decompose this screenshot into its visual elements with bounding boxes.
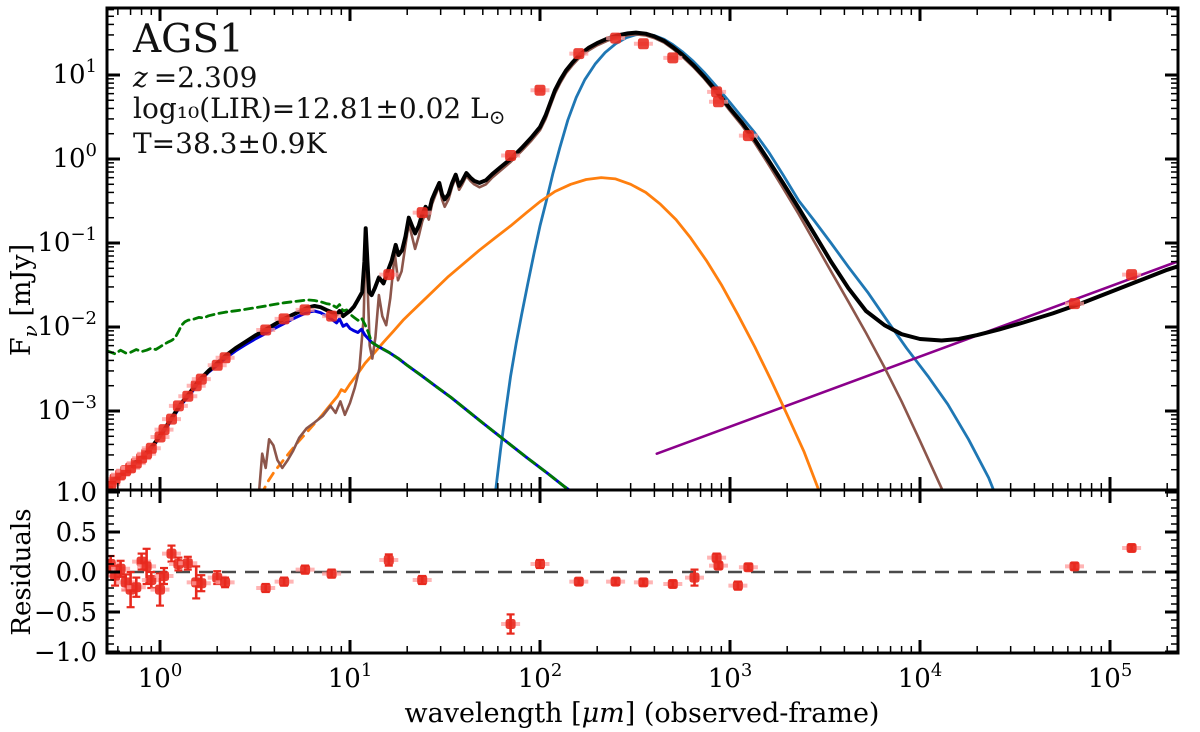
svg-text:101: 101 <box>52 56 97 90</box>
data-point <box>278 313 290 325</box>
residual-point <box>711 552 722 563</box>
residual-point <box>212 572 223 583</box>
residual-point <box>141 561 152 572</box>
curve-agn-solid <box>319 176 821 490</box>
residual-point <box>300 564 311 575</box>
data-point <box>505 150 517 161</box>
data-point <box>573 48 585 60</box>
residual-point <box>326 568 337 579</box>
data-point <box>158 424 170 436</box>
data-point <box>610 32 622 44</box>
data-point <box>195 373 207 385</box>
residual-point <box>260 583 271 593</box>
residual-point <box>1126 543 1137 553</box>
svg-text:1.0: 1.0 <box>56 478 97 508</box>
svg-text:0.5: 0.5 <box>56 518 97 548</box>
residual-point <box>417 575 428 585</box>
svg-text:0.0: 0.0 <box>56 558 97 588</box>
residual-point <box>1069 561 1080 572</box>
data-point <box>260 324 272 336</box>
redshift-symbol: z <box>133 60 148 94</box>
redshift-line: z =2.309 <box>133 60 505 94</box>
svg-text:10−3: 10−3 <box>37 392 97 426</box>
data-point <box>1126 269 1138 281</box>
curve-stellar-unattenuated-dashed <box>107 298 572 490</box>
data-point <box>742 130 754 142</box>
data-point <box>182 390 194 402</box>
svg-text:−1.0: −1.0 <box>34 638 97 668</box>
data-point <box>299 304 311 316</box>
residual-point <box>220 577 231 588</box>
data-point <box>711 86 723 98</box>
lir-text: log₁₀(LIR)=12.81±0.02 L <box>133 92 489 126</box>
redshift-value: =2.309 <box>153 60 258 94</box>
data-point <box>219 352 231 364</box>
photometry-points <box>107 32 1142 490</box>
data-point <box>326 310 338 322</box>
residual-point <box>610 576 621 587</box>
residual-point <box>159 571 169 581</box>
residual-point <box>196 578 207 589</box>
residuals-content <box>107 543 1178 635</box>
residual-point <box>743 562 754 573</box>
residual-point <box>166 548 177 559</box>
data-point <box>1069 298 1080 310</box>
data-point <box>637 38 649 50</box>
data-point <box>534 84 546 96</box>
lir-line: log₁₀(LIR)=12.81±0.02 L⊙ <box>133 93 505 128</box>
residual-point <box>383 555 394 565</box>
residual-point <box>131 582 142 593</box>
svg-text:100: 100 <box>138 660 183 694</box>
data-point <box>172 400 184 412</box>
y-axis-label-resid: Residuals <box>7 508 37 635</box>
x-axis-label: wavelength [μm] (observed-frame) <box>405 698 880 729</box>
data-point <box>713 96 724 108</box>
source-name: AGS1 <box>133 17 244 62</box>
residual-point <box>535 559 545 569</box>
model-curves <box>107 30 1178 490</box>
residual-point <box>689 572 700 583</box>
data-point <box>667 52 679 64</box>
residual-point <box>146 575 157 585</box>
data-point <box>145 442 157 454</box>
residual-point <box>732 580 743 591</box>
y-axis-label-main: Fν [mJy] <box>6 244 42 356</box>
data-point <box>166 413 177 425</box>
axes-frames <box>105 6 1180 655</box>
residual-point <box>713 560 724 571</box>
residual-point <box>505 619 516 629</box>
svg-text:−0.5: −0.5 <box>34 598 97 628</box>
residual-point <box>573 576 584 587</box>
residual-point <box>667 579 678 589</box>
temperature-line: T=38.3±0.9K <box>133 127 327 161</box>
residual-point <box>182 558 193 569</box>
annotation-block: AGS1 z =2.309 log₁₀(LIR)=12.81±0.02 L⊙ T=… <box>133 18 505 160</box>
data-point <box>383 269 395 281</box>
residual-point <box>155 584 165 595</box>
data-point <box>416 207 428 219</box>
data-point <box>211 359 223 371</box>
residual-point <box>279 576 290 587</box>
curve-agn-dashed <box>261 415 322 490</box>
sun-symbol: ⊙ <box>488 105 506 130</box>
residual-point <box>638 577 649 588</box>
curve-radio-powerlaw <box>655 259 1178 455</box>
